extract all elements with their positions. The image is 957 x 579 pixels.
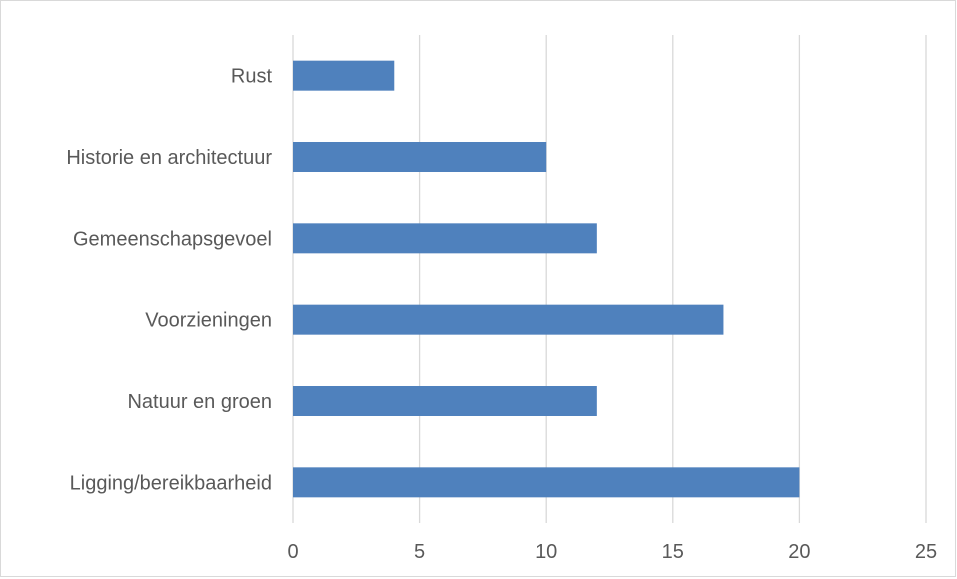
x-tick-label: 0 <box>287 541 298 563</box>
category-labels: Rust Historie en architectuur Gemeenschaps… <box>66 66 272 495</box>
category-label: Natuur en groen <box>127 391 272 413</box>
bar-gemeenschapsgevoel <box>293 223 597 254</box>
gridlines <box>292 35 927 523</box>
x-tick-label: 20 <box>788 541 810 563</box>
bar-natuur-en-groen <box>293 386 597 416</box>
category-label: Ligging/bereikbaarheid <box>70 472 272 494</box>
bar-ligging-bereikbaarheid <box>293 467 800 498</box>
category-label: Gemeenschapsgevoel <box>73 228 272 250</box>
x-tick-label: 10 <box>535 541 557 563</box>
bar-voorzieningen <box>293 304 724 335</box>
x-axis-tick-labels: 0 5 10 15 20 25 <box>287 541 937 563</box>
bar-rust <box>293 60 395 91</box>
x-tick-label: 5 <box>414 541 425 563</box>
x-tick-label: 25 <box>915 541 937 563</box>
bars <box>293 60 800 498</box>
category-label: Voorzieningen <box>145 310 272 332</box>
category-label: Historie en architectuur <box>66 147 272 169</box>
x-tick-label: 15 <box>662 541 684 563</box>
bar-historie-en-architectuur <box>293 142 547 172</box>
category-label: Rust <box>231 66 273 88</box>
